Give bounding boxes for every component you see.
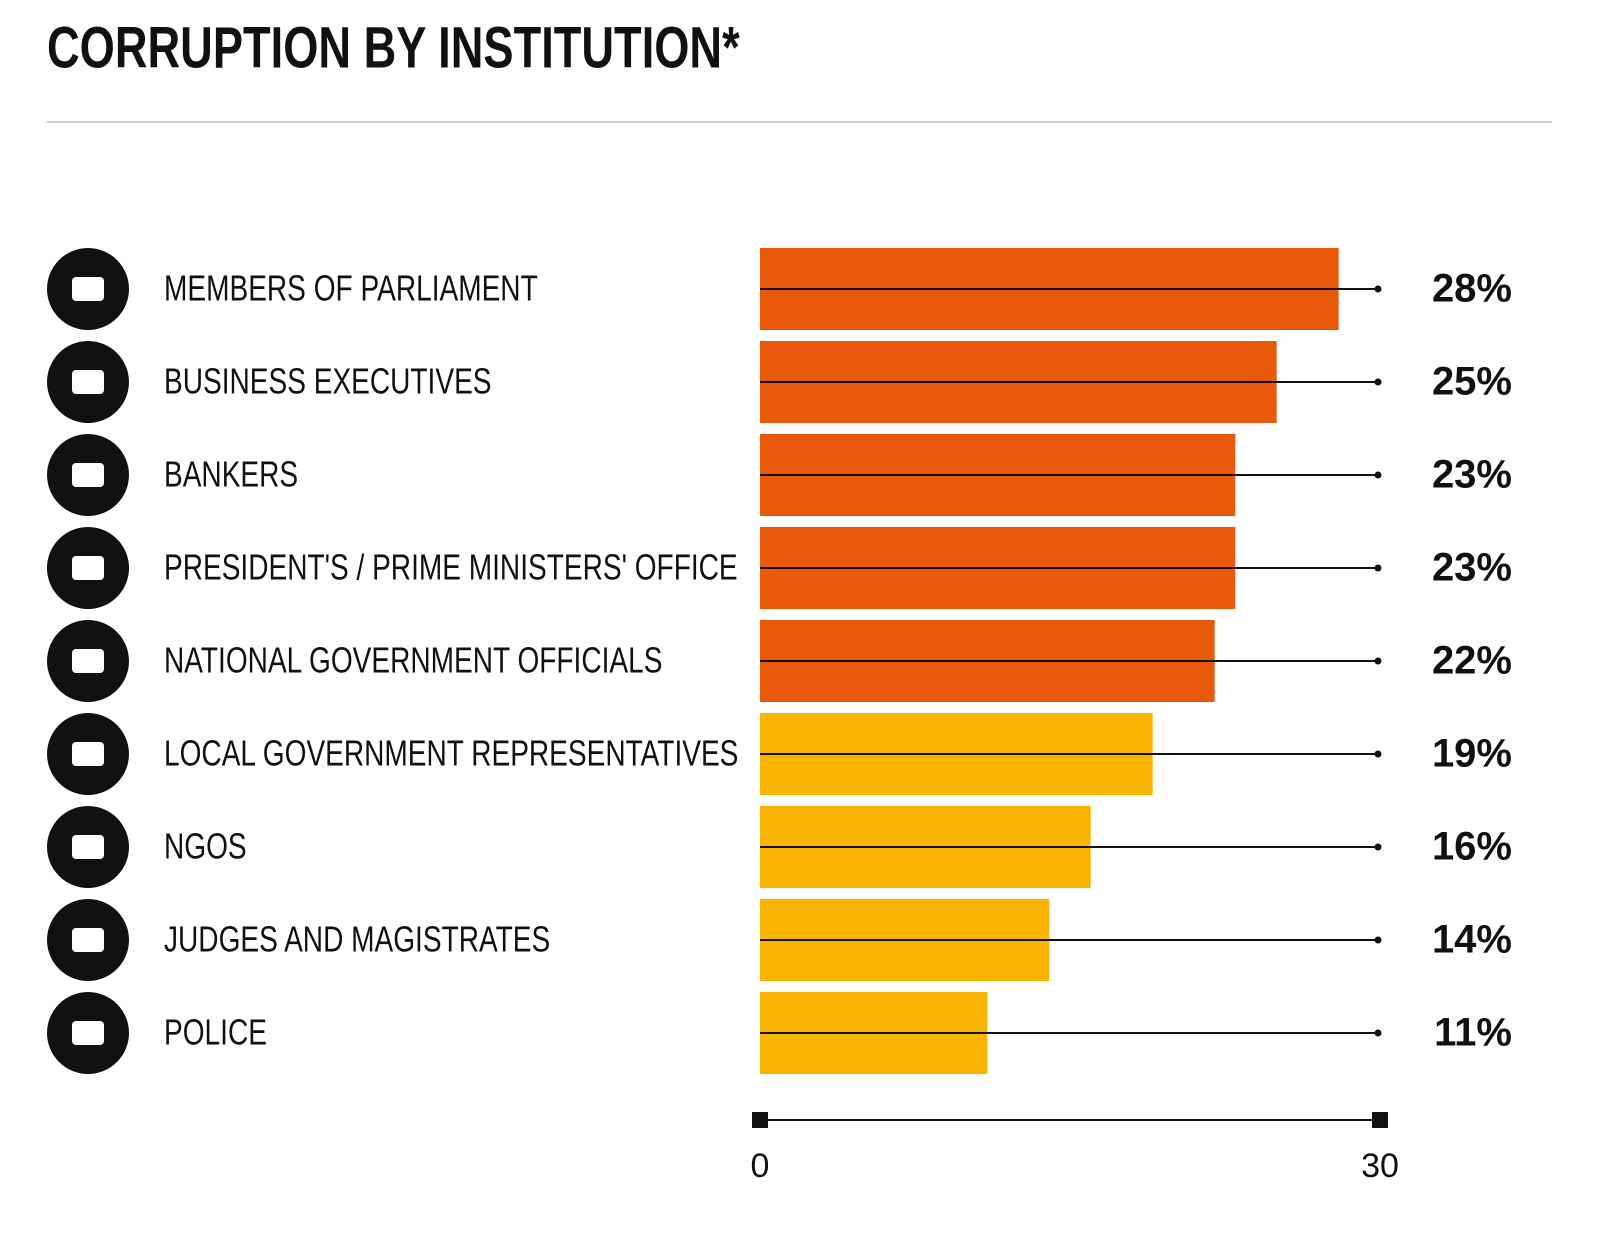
leader-dot [1374,285,1382,293]
category-label: POLICE [164,1012,267,1052]
icon-glyph [72,277,104,301]
value-label: 11% [1434,1011,1512,1055]
leader-dot [1374,564,1382,572]
icon-glyph [72,835,104,859]
leader-dot [1374,843,1382,851]
leader-dot [1374,378,1382,386]
chart-title: CORRUPTION BY INSTITUTION* [47,16,740,81]
leader-dot [1374,1029,1382,1037]
x-tick [1372,1112,1388,1128]
leader-dot [1374,750,1382,758]
x-tick-label: 30 [1361,1147,1399,1185]
value-label: 19% [1432,732,1512,776]
value-label: 23% [1432,453,1512,497]
category-label: NGOS [164,826,247,866]
value-label: 25% [1432,360,1512,404]
x-tick-label: 0 [751,1147,770,1185]
category-label: NATIONAL GOVERNMENT OFFICIALS [164,640,662,680]
category-label: JUDGES AND MAGISTRATES [164,919,550,959]
leader-dot [1374,471,1382,479]
icon-glyph [72,1021,104,1045]
value-label: 14% [1432,918,1512,962]
x-tick [752,1112,768,1128]
leader-dot [1374,657,1382,665]
icon-glyph [72,928,104,952]
category-label: LOCAL GOVERNMENT REPRESENTATIVES [164,733,738,773]
category-label: PRESIDENT'S / PRIME MINISTERS' OFFICE [164,547,738,587]
icon-glyph [72,649,104,673]
icon-glyph [72,370,104,394]
icon-glyph [72,556,104,580]
icon-glyph [72,742,104,766]
icon-glyph [72,463,104,487]
category-label: BANKERS [164,454,298,494]
value-label: 22% [1432,639,1512,683]
category-label: MEMBERS OF PARLIAMENT [164,268,538,308]
value-label: 28% [1432,267,1512,311]
category-label: BUSINESS EXECUTIVES [164,361,492,401]
leader-dot [1374,936,1382,944]
value-label: 23% [1432,546,1512,590]
value-label: 16% [1432,825,1512,869]
